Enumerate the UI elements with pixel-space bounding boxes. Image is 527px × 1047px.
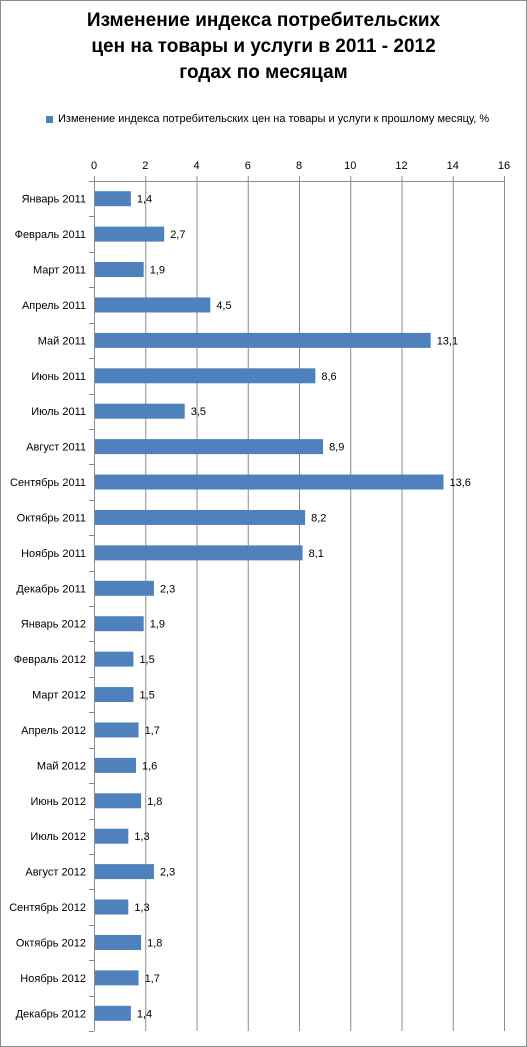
value-label: 1,3 <box>134 902 149 914</box>
category-label: Июль 2012 <box>30 831 86 843</box>
x-tick-label: 12 <box>395 160 407 172</box>
value-label: 1,7 <box>145 725 160 737</box>
bar <box>95 545 303 561</box>
value-label: 2,7 <box>170 229 185 241</box>
value-label: 1,7 <box>145 973 160 985</box>
legend-swatch <box>46 116 53 123</box>
legend-label: Изменение индекса потребительских цен на… <box>58 113 490 125</box>
value-label: 4,5 <box>216 300 231 312</box>
bar <box>95 1005 131 1021</box>
value-label: 8,2 <box>311 512 326 524</box>
value-label: 1,4 <box>137 1008 152 1020</box>
x-tick-label: 6 <box>245 160 251 172</box>
x-tick-label: 16 <box>498 160 510 172</box>
category-label: Март 2012 <box>32 690 86 702</box>
value-label: 13,1 <box>437 335 458 347</box>
bar <box>95 403 185 419</box>
bar <box>95 757 136 773</box>
bar <box>95 828 129 844</box>
bar <box>95 793 142 809</box>
category-label: Октябрь 2011 <box>17 512 86 524</box>
category-label: Январь 2011 <box>22 194 86 206</box>
category-label: Ноябрь 2011 <box>21 548 86 560</box>
value-label: 2,3 <box>160 867 175 879</box>
category-label: Февраль 2011 <box>15 229 86 241</box>
bar <box>95 509 306 525</box>
category-label: Август 2011 <box>26 442 86 454</box>
value-label: 1,9 <box>150 265 165 277</box>
value-label: 1,9 <box>150 619 165 631</box>
category-label: Август 2012 <box>25 867 86 879</box>
value-label: 2,3 <box>160 583 175 595</box>
category-label: Февраль 2012 <box>14 654 86 666</box>
bar <box>95 580 154 596</box>
category-label: Июнь 2012 <box>31 796 87 808</box>
value-label: 13,6 <box>450 477 471 489</box>
bar <box>95 899 129 915</box>
bar <box>95 616 144 632</box>
category-label: Ноябрь 2012 <box>20 973 86 985</box>
category-label: Июль 2011 <box>31 406 86 418</box>
bar <box>95 722 139 738</box>
category-label: Июнь 2011 <box>31 371 86 383</box>
bar <box>95 297 211 313</box>
bar <box>95 970 139 986</box>
chart-title: Изменение индекса потребительских цен на… <box>86 10 441 83</box>
value-label: 8,1 <box>309 548 324 560</box>
bar <box>95 864 154 880</box>
category-label: Сентябрь 2011 <box>10 477 86 489</box>
category-label: Декабрь 2012 <box>16 1008 86 1020</box>
value-label: 8,9 <box>329 442 344 454</box>
bar <box>95 191 131 207</box>
bar <box>95 934 142 950</box>
value-label: 1,5 <box>139 690 154 702</box>
category-label: Апрель 2011 <box>22 300 86 312</box>
x-tick-label: 14 <box>447 160 459 172</box>
value-label: 1,8 <box>147 937 162 949</box>
category-label: Март 2011 <box>33 265 86 277</box>
bar <box>95 262 144 278</box>
category-label: Апрель 2012 <box>21 725 86 737</box>
bar <box>95 651 134 667</box>
category-label: Декабрь 2011 <box>16 583 86 595</box>
bar <box>95 687 134 703</box>
x-tick-label: 10 <box>344 160 356 172</box>
value-label: 3,5 <box>191 406 206 418</box>
x-tick-label: 4 <box>193 160 199 172</box>
x-tick-label: 0 <box>91 160 97 172</box>
category-label: Сентябрь 2012 <box>9 902 86 914</box>
value-label: 1,4 <box>137 194 152 206</box>
bar <box>95 226 165 242</box>
x-tick-label: 8 <box>296 160 302 172</box>
category-label: Октябрь 2012 <box>16 937 86 949</box>
category-label: Январь 2012 <box>21 619 86 631</box>
value-label: 8,6 <box>321 371 336 383</box>
value-label: 1,5 <box>139 654 154 666</box>
bar <box>95 439 324 455</box>
value-label: 1,8 <box>147 796 162 808</box>
category-label: Май 2012 <box>37 760 86 772</box>
value-label: 1,6 <box>142 760 157 772</box>
bar <box>95 368 316 384</box>
category-label: Май 2011 <box>38 335 86 347</box>
bar <box>95 474 444 490</box>
x-tick-label: 2 <box>142 160 148 172</box>
value-label: 1,3 <box>134 831 149 843</box>
bar <box>95 332 431 348</box>
